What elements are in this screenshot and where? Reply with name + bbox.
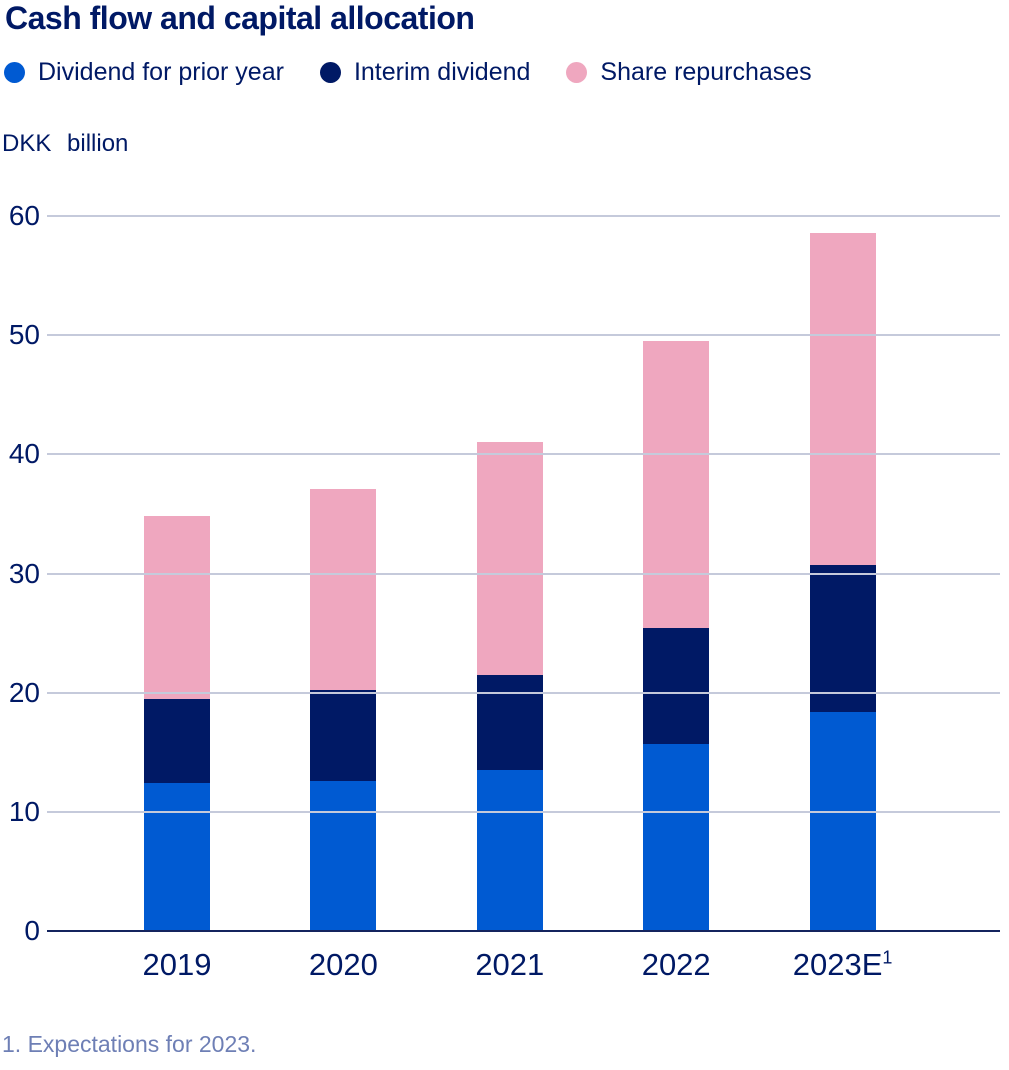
bar-segment-2019-series-1 — [144, 698, 210, 784]
bar-segment-2023E-series-1 — [809, 565, 876, 712]
x-axis-label: 2023E1 — [792, 947, 893, 982]
legend: Dividend for prior year Interim dividend S… — [4, 58, 812, 87]
legend-item: Interim dividend — [319, 58, 531, 87]
y-tick-label: 30 — [8, 557, 40, 589]
bar-segment-2022-series-0 — [643, 743, 710, 931]
x-axis-label: 2020 — [308, 947, 378, 982]
bar-segment-2023E-series-0 — [809, 711, 876, 931]
bar-segment-2019-series-0 — [144, 783, 210, 931]
gridline — [47, 453, 1000, 456]
legend-dot-icon — [566, 62, 588, 83]
x-axis-label: 2022 — [641, 947, 711, 982]
bar-segment-2022-series-2 — [643, 341, 710, 629]
legend-item: Dividend for prior year — [4, 58, 284, 87]
bar-segment-2020-series-1 — [310, 690, 377, 781]
footnote: 1. Expectations for 2023. — [2, 1031, 257, 1057]
y-tick-label: 50 — [8, 319, 40, 351]
x-axis-line — [47, 930, 1000, 932]
gridline — [47, 572, 1000, 575]
y-axis-unit-label: DKK billion — [2, 130, 129, 157]
y-tick-label: 20 — [8, 676, 40, 708]
y-tick-label: 60 — [8, 200, 40, 231]
chart-title: Cash flow and capital allocation — [5, 0, 475, 36]
bar-segment-2023E-series-2 — [809, 232, 876, 566]
footnote-marker: 1 — [882, 947, 893, 968]
x-axis-label: 2019 — [142, 947, 212, 982]
legend-label: Interim dividend — [353, 58, 531, 86]
legend-dot-icon — [4, 62, 25, 83]
x-axis-label: 2021 — [475, 947, 545, 982]
bar-segment-2022-series-1 — [643, 628, 710, 744]
legend-label: Share repurchases — [600, 58, 812, 86]
bar-segment-2020-series-0 — [310, 780, 377, 931]
legend-item: Share repurchases — [566, 58, 812, 87]
legend-label: Dividend for prior year — [38, 58, 284, 86]
y-tick-label: 40 — [8, 438, 40, 470]
gridline — [47, 810, 1000, 813]
bar-segment-2021-series-2 — [476, 442, 543, 675]
gridline — [47, 691, 1000, 694]
bar-segment-2021-series-0 — [476, 770, 543, 931]
gridline — [47, 215, 1000, 217]
y-tick-label: 10 — [8, 795, 40, 827]
legend-dot-icon — [319, 62, 341, 83]
gridline — [47, 334, 1000, 337]
bar-segment-2021-series-1 — [476, 674, 543, 771]
bar-segment-2020-series-2 — [310, 488, 377, 691]
y-tick-label: 0 — [24, 915, 40, 946]
bar-segment-2019-series-2 — [144, 516, 210, 699]
